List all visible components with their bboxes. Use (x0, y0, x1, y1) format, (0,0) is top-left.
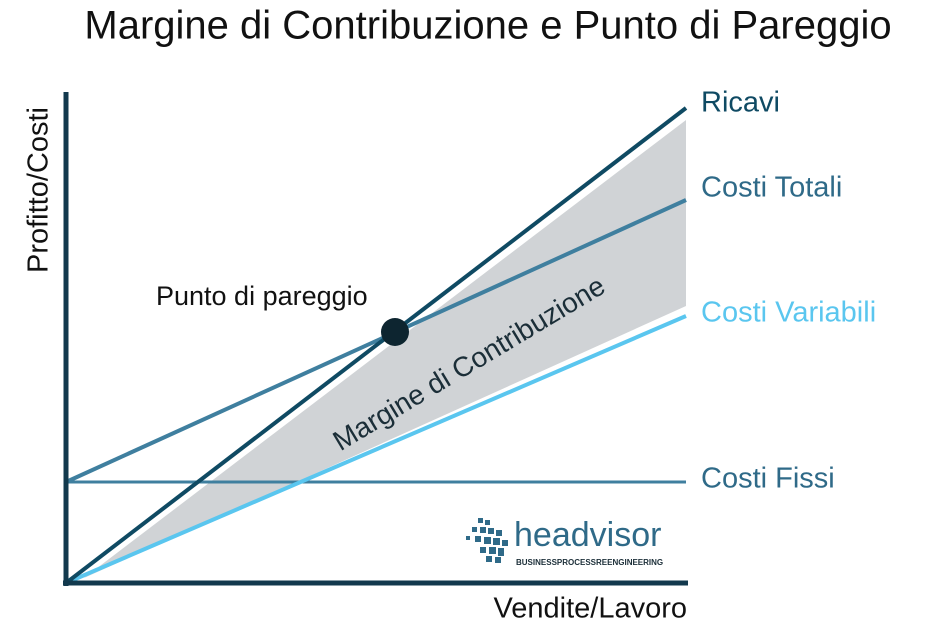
break-even-point (381, 318, 409, 346)
break-even-label: Punto di pareggio (156, 281, 368, 311)
line-label: Costi Totali (701, 172, 842, 204)
y-axis-label: Profitto/Costi (23, 107, 55, 273)
total-costs-line (65, 198, 687, 484)
x-axis-label: Vendite/Lavoro (494, 593, 687, 625)
logo: headvisor BUSINESSPROCESSREENGINEERING (466, 516, 663, 567)
line-label: Costi Variabili (701, 297, 876, 329)
line-label: Costi Fissi (701, 463, 835, 495)
logo-tagline: BUSINESSPROCESSREENGINEERING (516, 558, 663, 567)
contribution-margin-area (84, 120, 686, 578)
line-label: Ricavi (701, 87, 780, 119)
logo-icon (466, 518, 508, 563)
logo-name: headvisor (514, 516, 661, 554)
revenue-line (64, 106, 688, 585)
title: Margine di Contribuzione e Punto di Pare… (84, 4, 891, 48)
variable-costs-line (65, 314, 687, 585)
